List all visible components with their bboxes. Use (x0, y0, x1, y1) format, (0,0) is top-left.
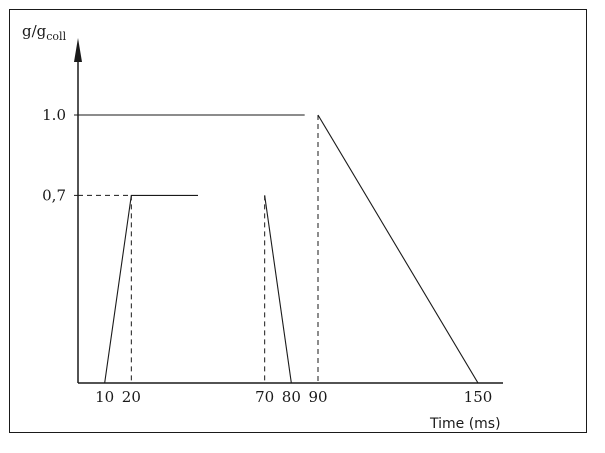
y-axis-arrow (74, 38, 82, 62)
x-tick-label-20: 20 (122, 388, 141, 406)
x-tick-label-70: 70 (255, 388, 274, 406)
chart-marks (78, 114, 479, 384)
series-line-0 (104, 194, 198, 384)
x-tick-label-80: 80 (282, 388, 301, 406)
y-axis-label: g/gcoll (22, 22, 67, 43)
x-tick-label-90: 90 (308, 388, 327, 406)
y-tick-label-0,7: 0,7 (42, 186, 66, 204)
y-tick-label-1.0: 1.0 (42, 106, 66, 124)
series-line-1 (264, 195, 292, 384)
chart-ticks: 10 20 70 80 90 150 0,7 1.0 (42, 106, 492, 406)
x-tick-label-150: 150 (464, 388, 493, 406)
x-tick-label-10: 10 (95, 388, 114, 406)
series-line-3 (317, 114, 479, 384)
chart-frame (9, 9, 587, 433)
x-axis-label: Time (ms) (429, 416, 501, 432)
